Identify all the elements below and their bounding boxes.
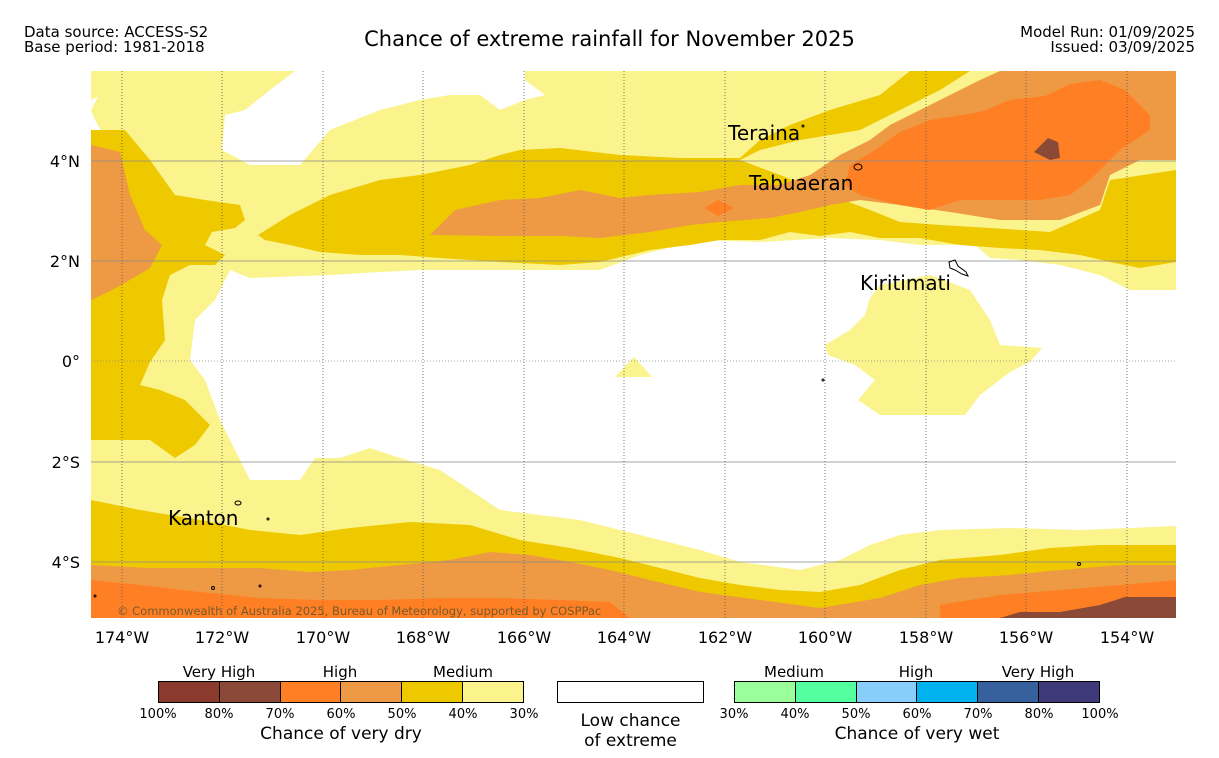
lon-label: 160°W: [798, 628, 853, 647]
legend-swatch: [735, 682, 796, 702]
lon-label: 154°W: [1100, 628, 1155, 647]
legend-wet-tick: 50%: [841, 707, 871, 722]
islet-3: [258, 584, 262, 588]
place-kiritimati: Kiritimati: [860, 271, 951, 295]
legend-swatch: [341, 682, 403, 702]
lon-label: 164°W: [597, 628, 652, 647]
zone-high-dark-south: [91, 580, 630, 618]
legend-wet-title: Chance of very wet: [834, 724, 1000, 744]
legend-wet-colorbar: [734, 681, 1100, 703]
legend-low-line2: of extreme: [584, 731, 677, 751]
issued-date: Issued: 03/09/2025: [1050, 38, 1195, 56]
lon-label: 158°W: [899, 628, 954, 647]
latitude-labels: 4°N 2°N 0° 2°S 4°S: [50, 152, 80, 572]
legend-low-label: Low chance of extreme: [540, 711, 721, 751]
legend-dry-tick: 70%: [265, 707, 295, 722]
legend-dry-tick: 80%: [204, 707, 234, 722]
legend-swatch: [856, 682, 918, 702]
legend-wet-tick: 30%: [719, 707, 749, 722]
lon-label: 168°W: [396, 628, 451, 647]
lat-label: 2°S: [52, 453, 80, 472]
base-period: Base period: 1981-2018: [24, 38, 205, 56]
legend-dry-tick: 50%: [387, 707, 417, 722]
legend-wet-cat-high: High: [898, 663, 934, 681]
legend-swatch: [219, 682, 281, 702]
lon-label: 156°W: [999, 628, 1054, 647]
copyright-text: © Commonwealth of Australia 2025, Bureau…: [117, 604, 601, 618]
graticule-lon: [121, 71, 1128, 618]
lat-label: 0°: [62, 352, 80, 371]
legend-swatch: [1039, 682, 1099, 702]
map-layers: Teraina Tabuaeran Kiritimati Kanton © Co…: [91, 71, 1176, 618]
legend-wet-tick: 80%: [1024, 707, 1054, 722]
legend-dry-title: Chance of very dry: [260, 724, 422, 744]
place-teraina: Teraina: [727, 121, 800, 145]
legend-swatch: [280, 682, 342, 702]
header-left: Data source: ACCESS-S2 Base period: 1981…: [24, 25, 208, 55]
lon-label: 172°W: [195, 628, 250, 647]
lon-label: 170°W: [296, 628, 351, 647]
graticule-lat: [91, 160, 1176, 563]
lon-label: 166°W: [497, 628, 552, 647]
islet-2: [211, 586, 215, 590]
legend-swatch: [159, 682, 220, 702]
kanton-island: [234, 500, 242, 506]
legend-wet-cat-very-high: Very High: [1001, 663, 1075, 681]
legend-dry-cat-very-high: Very High: [182, 663, 256, 681]
legend-dry-tick: 100%: [139, 707, 177, 722]
legend-wet-cat-medium: Medium: [764, 663, 824, 681]
zone-very-high-south: [1000, 597, 1176, 618]
data-source: Data source: ACCESS-S2: [24, 23, 209, 41]
lat-label: 2°N: [50, 252, 80, 271]
legend-low-line1: Low chance: [580, 711, 681, 731]
legend-swatch: [463, 682, 523, 702]
legend-dry-cat-medium: Medium: [433, 663, 493, 681]
legend-swatch: [795, 682, 857, 702]
model-run: Model Run: 01/09/2025: [1020, 23, 1195, 41]
legend-dry-colorbar: [158, 681, 524, 703]
islet-5: [821, 378, 825, 382]
zone-medium-light-north: [91, 71, 112, 100]
place-tabuaeran: Tabuaeran: [748, 171, 853, 195]
legend-wet-tick: 40%: [780, 707, 810, 722]
islands: [93, 124, 1081, 598]
legend-swatch: [978, 682, 1040, 702]
longitude-labels: 174°W 172°W 170°W 168°W 166°W 164°W 162°…: [95, 628, 1155, 647]
legend-swatch: [402, 682, 464, 702]
islet-1: [266, 517, 270, 521]
legend-dry-tick: 60%: [326, 707, 356, 722]
lat-label: 4°S: [52, 553, 80, 572]
legend-dry-tick: 40%: [448, 707, 478, 722]
zone-high-dark-spot: [704, 200, 734, 216]
tabuaeran-island: [853, 163, 863, 171]
map-title: Chance of extreme rainfall for November …: [364, 27, 855, 51]
legend-dry-cat-high: High: [322, 663, 358, 681]
rainfall-map: Teraina Tabuaeran Kiritimati Kanton © Co…: [50, 71, 1176, 647]
place-kanton: Kanton: [168, 506, 238, 530]
legend-dry-tick: 30%: [509, 707, 539, 722]
islet-6: [93, 594, 97, 598]
lon-label: 174°W: [95, 628, 150, 647]
kiritimati-island: [948, 259, 969, 277]
zone-very-high-north: [1034, 138, 1060, 160]
legend-swatch: [917, 682, 979, 702]
lon-label: 162°W: [698, 628, 753, 647]
islet-4: [1077, 562, 1081, 566]
legend-wet-tick: 60%: [902, 707, 932, 722]
legend-wet-tick: 100%: [1081, 707, 1119, 722]
header-right: Model Run: 01/09/2025 Issued: 03/09/2025: [1020, 25, 1195, 55]
teraina-island: [801, 124, 805, 128]
zone-medium-light-kiritimati: [825, 275, 1042, 415]
zone-high-dark-north: [845, 80, 1150, 210]
legend-low-swatch: [557, 681, 704, 703]
legend-wet-tick: 70%: [963, 707, 993, 722]
lat-label: 4°N: [50, 152, 80, 171]
